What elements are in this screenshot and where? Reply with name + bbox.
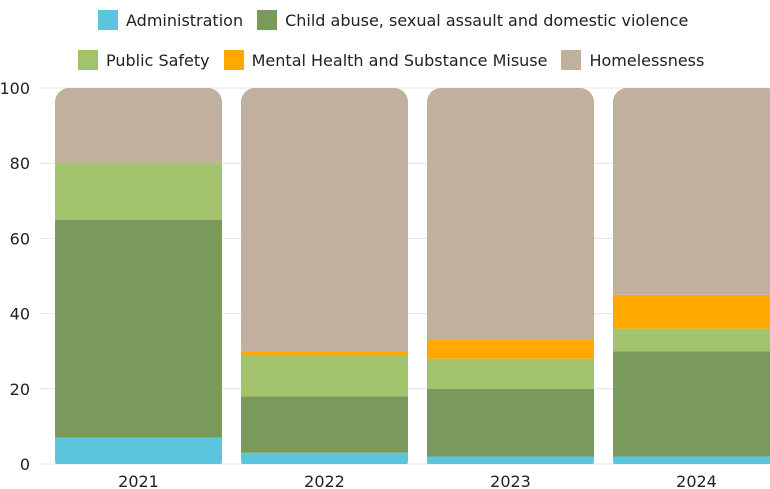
bar-segment xyxy=(241,452,408,464)
legend-row: Administration Child abuse, sexual assaul… xyxy=(98,10,702,30)
bar-segment xyxy=(613,294,770,329)
legend-swatch xyxy=(561,50,582,70)
x-tick-label: 2023 xyxy=(490,472,531,489)
legend-label: Child abuse, sexual assault and domestic… xyxy=(285,10,689,30)
bar-stack xyxy=(55,88,222,464)
bar-segment xyxy=(55,88,222,164)
legend-swatch xyxy=(78,50,98,70)
x-tick-label: 2021 xyxy=(118,472,159,489)
bar-segment xyxy=(427,88,594,340)
y-tick-label: 60 xyxy=(10,229,30,248)
legend-item: Homelessness xyxy=(561,50,704,70)
x-tick-label: 2022 xyxy=(304,472,345,489)
legend-swatch xyxy=(223,50,244,70)
y-tick-label: 0 xyxy=(20,455,30,474)
y-tick-label: 100 xyxy=(0,79,30,98)
bar-segment xyxy=(55,163,222,220)
bar-segment xyxy=(241,396,408,453)
x-tick-label: 2024 xyxy=(676,472,717,489)
bar-segment xyxy=(55,219,222,438)
legend-row: Public Safety Mental Health and Substance… xyxy=(78,50,718,70)
legend-item: Public Safety xyxy=(78,50,210,70)
y-tick-label: 80 xyxy=(10,154,30,173)
bar-segment xyxy=(427,388,594,457)
bar-segment xyxy=(427,456,594,464)
bar-segment xyxy=(241,88,408,352)
bar-stack xyxy=(427,88,594,464)
y-axis: 0 20 40 60 80 100 xyxy=(0,79,30,474)
bar-segment xyxy=(613,456,770,464)
bar-segment xyxy=(613,88,770,295)
legend-item: Mental Health and Substance Misuse xyxy=(223,50,548,70)
chart-legend: Administration Child abuse, sexual assaul… xyxy=(0,0,770,78)
legend-item: Child abuse, sexual assault and domestic… xyxy=(257,10,688,30)
legend-swatch xyxy=(257,10,278,30)
y-tick-label: 20 xyxy=(10,380,30,399)
legend-label: Public Safety xyxy=(106,50,210,70)
bar-stack xyxy=(241,88,408,464)
x-axis: 2021 2022 2023 2024 xyxy=(118,472,717,489)
bars xyxy=(55,88,770,464)
bar-segment xyxy=(427,339,594,359)
bar-segment xyxy=(241,351,408,355)
bar-segment xyxy=(427,358,594,389)
legend-swatch xyxy=(98,10,118,30)
bar-segment xyxy=(613,328,770,352)
legend-item: Administration xyxy=(98,10,243,30)
bar-segment xyxy=(613,351,770,457)
bar-segment xyxy=(55,437,222,464)
y-tick-label: 40 xyxy=(10,305,30,324)
legend-label: Mental Health and Substance Misuse xyxy=(251,50,548,70)
bar-segment xyxy=(241,354,408,397)
legend-label: Administration xyxy=(126,10,244,30)
legend-label: Homelessness xyxy=(589,50,705,70)
bar-stack xyxy=(613,88,770,464)
